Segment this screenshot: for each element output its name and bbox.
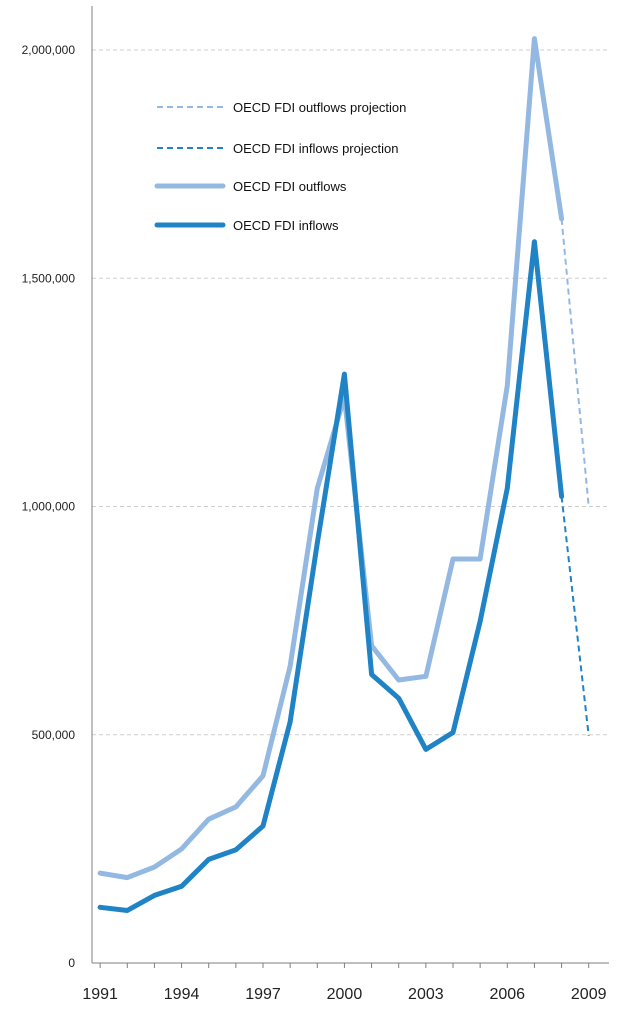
x-tick-label: 2003 xyxy=(408,986,444,1003)
legend-label: OECD FDI inflows projection xyxy=(233,141,398,156)
series-lines xyxy=(100,39,589,911)
x-tick-label: 2009 xyxy=(571,986,607,1003)
legend-label: OECD FDI inflows xyxy=(233,218,339,233)
series-line-oecd-fdi-inflows xyxy=(100,242,561,911)
legend-label: OECD FDI outflows xyxy=(233,179,347,194)
x-tick-label: 2006 xyxy=(489,986,525,1003)
x-tick-label: 1994 xyxy=(164,986,200,1003)
y-tick-label: 2,000,000 xyxy=(22,43,76,57)
y-tick-label: 500,000 xyxy=(32,728,76,742)
x-tick-label: 1997 xyxy=(245,986,281,1003)
legend: OECD FDI outflows projection OECD FDI inf… xyxy=(157,100,406,233)
x-tick-label: 2000 xyxy=(327,986,363,1003)
x-tick-label: 1991 xyxy=(82,986,118,1003)
series-line-oecd-fdi-inflows-projection xyxy=(562,497,589,736)
y-tick-label: 1,500,000 xyxy=(22,271,76,285)
y-tick-label: 1,000,000 xyxy=(22,500,76,514)
legend-label: OECD FDI outflows projection xyxy=(233,100,406,115)
y-tick-label: 0 xyxy=(68,956,75,970)
series-line-oecd-fdi-outflows-projection xyxy=(562,219,589,507)
